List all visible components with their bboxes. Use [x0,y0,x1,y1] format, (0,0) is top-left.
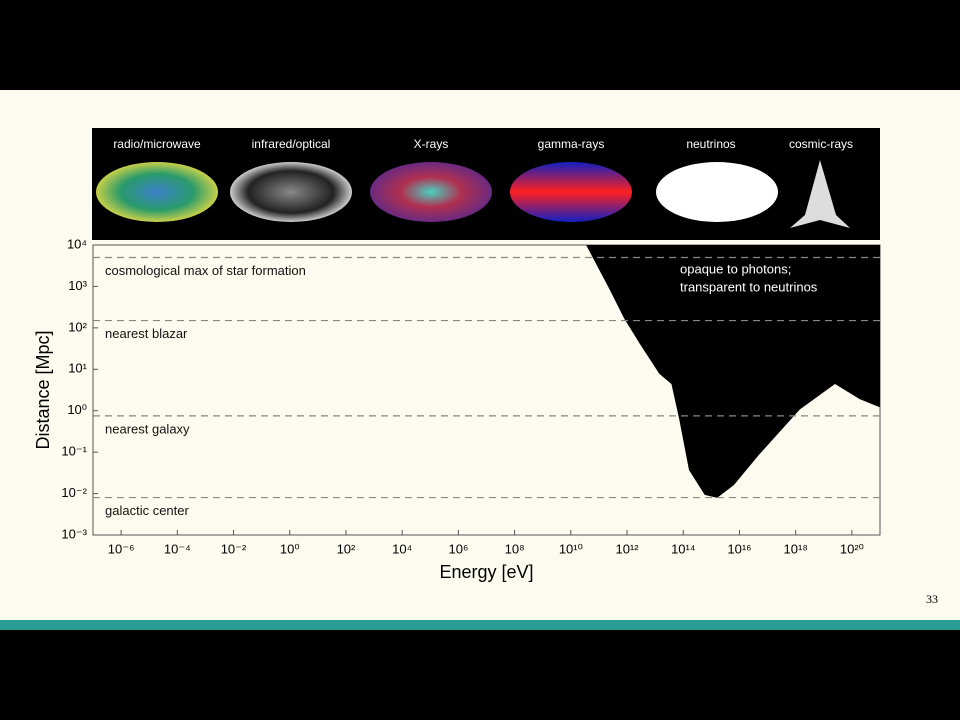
x-tick-label: 10⁻² [221,541,247,556]
y-tick-label: 10⁰ [67,402,87,417]
x-tick-label: 10² [337,541,356,556]
panel-label: infrared/optical [252,137,331,151]
annotation: opaque to photons; [680,261,791,276]
y-tick-label: 10⁻³ [61,526,87,541]
y-tick-label: 10⁴ [67,236,87,251]
reference-label: galactic center [105,503,189,518]
panel-label: X-rays [414,137,449,151]
y-tick-label: 10² [68,319,87,334]
sky-map [230,162,352,222]
panel-label: cosmic-rays [789,137,853,151]
sky-map [370,162,492,222]
y-tick-label: 10⁻¹ [61,444,87,459]
sky-map [510,162,632,222]
cosmic-ray-shower [790,160,850,228]
x-tick-label: 10¹⁶ [727,541,751,556]
panel-label: neutrinos [686,137,735,151]
x-tick-label: 10⁶ [448,541,468,556]
footer-bar [0,620,960,630]
x-tick-label: 10⁴ [392,541,412,556]
y-axis-label: Distance [Mpc] [33,330,53,449]
reference-label: nearest galaxy [105,421,190,436]
x-tick-label: 10¹⁸ [784,541,808,556]
page-number: 33 [926,592,938,606]
x-tick-label: 10¹² [615,541,639,556]
x-tick-label: 10¹⁴ [671,541,695,556]
x-tick-label: 10²⁰ [840,541,864,556]
y-tick-label: 10³ [68,278,87,293]
x-axis-label: Energy [eV] [439,562,533,582]
panel-label: gamma-rays [538,137,605,151]
x-tick-label: 10⁸ [505,541,525,556]
y-tick-label: 10¹ [68,361,87,376]
reference-label: nearest blazar [105,326,188,341]
y-tick-label: 10⁻² [61,485,87,500]
sky-map [656,162,778,222]
x-tick-label: 10¹⁰ [559,541,583,556]
opaque-region [586,245,880,498]
x-tick-label: 10⁻⁴ [164,541,191,556]
x-tick-label: 10⁰ [280,541,300,556]
sky-map [96,162,218,222]
reference-label: cosmological max of star formation [105,263,306,278]
x-tick-label: 10⁻⁶ [108,541,135,556]
panel-label: radio/microwave [113,137,201,151]
annotation: transparent to neutrinos [680,279,818,294]
